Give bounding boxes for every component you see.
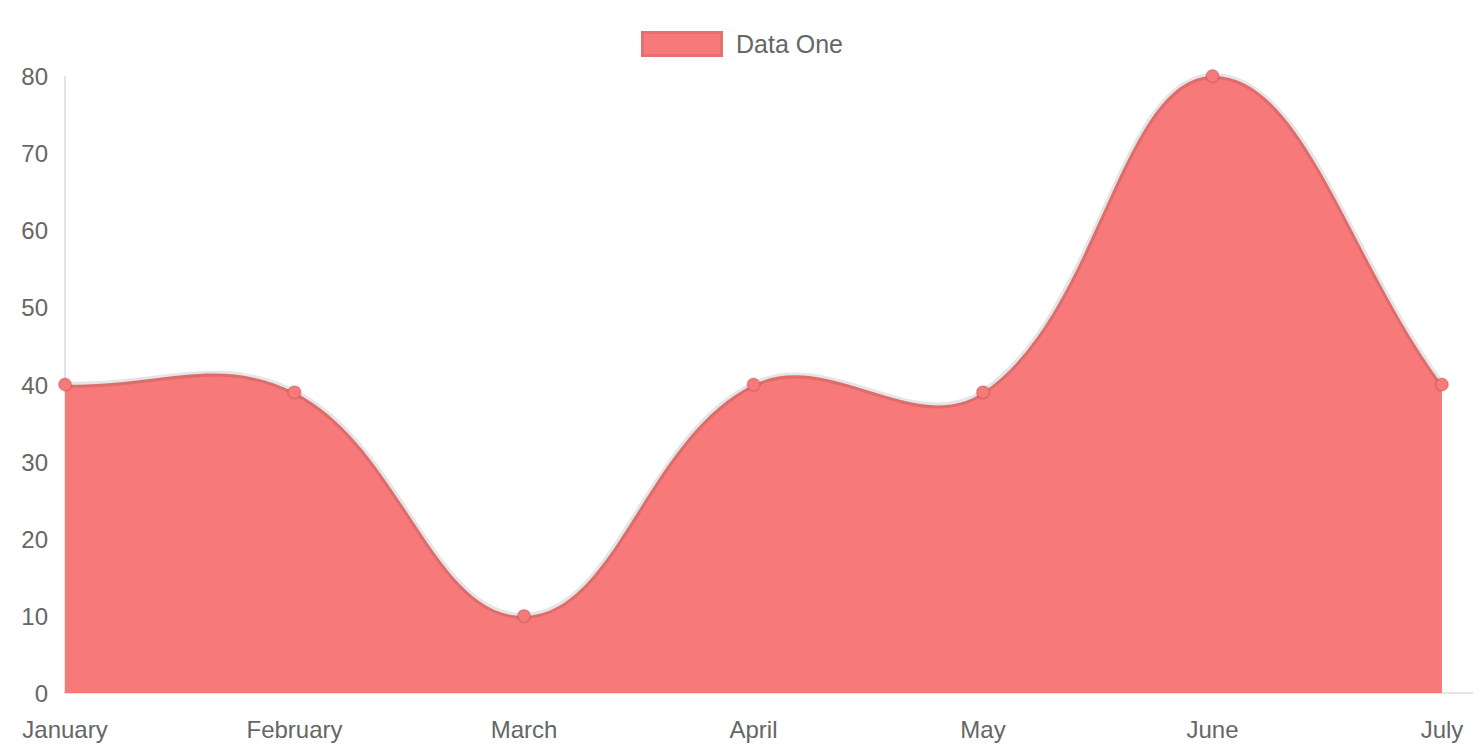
data-point-march[interactable]: [518, 609, 531, 622]
data-point-june[interactable]: [1206, 70, 1219, 83]
x-tick-label-march: March: [491, 716, 558, 743]
data-point-april[interactable]: [747, 378, 760, 391]
x-tick-label-june: June: [1186, 716, 1238, 743]
y-tick-label-50: 50: [21, 294, 48, 321]
y-tick-label-20: 20: [21, 526, 48, 553]
x-tick-label-april: April: [729, 716, 777, 743]
x-tick-labels-group: January February March April May June July: [22, 716, 1463, 743]
y-tick-label-80: 80: [21, 63, 48, 90]
legend[interactable]: Data One: [0, 29, 1484, 59]
y-tick-label-70: 70: [21, 140, 48, 167]
y-tick-label-40: 40: [21, 372, 48, 399]
y-tick-label-10: 10: [21, 603, 48, 630]
chart-canvas: Data One 0 10 20 30 40 50 60 70 80 January Februa…: [0, 0, 1484, 756]
x-tick-label-january: January: [22, 716, 107, 743]
chart-svg: 0 10 20 30 40 50 60 70 80 January February March Ap…: [0, 0, 1484, 756]
y-tick-label-60: 60: [21, 217, 48, 244]
x-tick-label-july: July: [1421, 716, 1464, 743]
y-tick-label-0: 0: [35, 680, 48, 707]
data-point-may[interactable]: [977, 386, 990, 399]
y-tick-labels-group: 0 10 20 30 40 50 60 70 80: [21, 63, 48, 707]
y-tick-label-30: 30: [21, 449, 48, 476]
legend-label: Data One: [736, 32, 843, 57]
data-point-july[interactable]: [1436, 378, 1449, 391]
x-tick-label-may: May: [960, 716, 1005, 743]
data-point-january[interactable]: [59, 378, 72, 391]
data-point-february[interactable]: [288, 386, 301, 399]
x-tick-label-february: February: [246, 716, 342, 743]
legend-swatch: [641, 31, 723, 57]
